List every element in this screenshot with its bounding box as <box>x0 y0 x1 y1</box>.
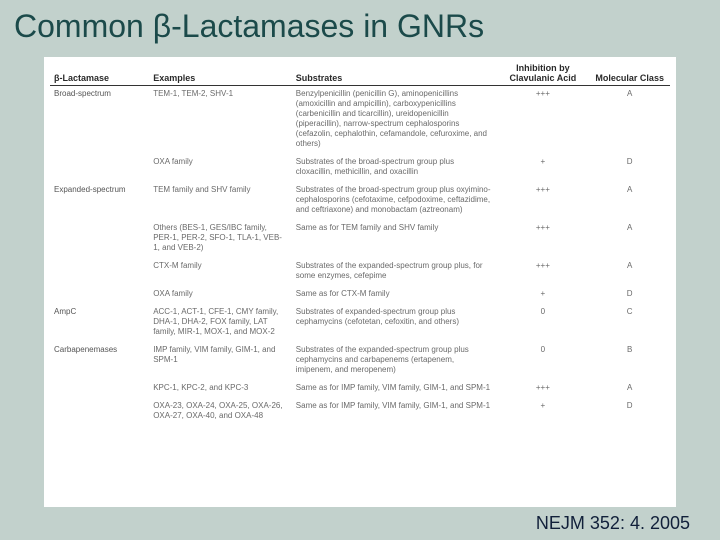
cell-inhibition: + <box>496 154 589 182</box>
table-row: Broad-spectrum TEM-1, TEM-2, SHV-1 Benzy… <box>50 86 670 155</box>
slide: Common β-Lactamases in GNRs β-Lactamase … <box>0 0 720 540</box>
col-header-lactamase: β-Lactamase <box>50 61 149 86</box>
cell-inhibition: +++ <box>496 380 589 398</box>
cell-inhibition: +++ <box>496 182 589 220</box>
cell-substrates: Same as for TEM family and SHV family <box>292 220 497 258</box>
cell-substrates: Same as for IMP family, VIM family, GIM-… <box>292 398 497 426</box>
cell-examples: IMP family, VIM family, GIM-1, and SPM-1 <box>149 342 292 380</box>
cell-class: D <box>589 286 670 304</box>
cell-substrates: Substrates of the expanded-spectrum grou… <box>292 342 497 380</box>
cell-category: Expanded-spectrum <box>50 182 149 220</box>
table-container: β-Lactamase Examples Substrates Inhibiti… <box>44 57 676 507</box>
table-row: KPC-1, KPC-2, and KPC-3 Same as for IMP … <box>50 380 670 398</box>
cell-substrates: Benzylpenicillin (penicillin G), aminope… <box>292 86 497 155</box>
cell-inhibition: +++ <box>496 258 589 286</box>
cell-class: A <box>589 258 670 286</box>
cell-examples: ACC-1, ACT-1, CFE-1, CMY family, DHA-1, … <box>149 304 292 342</box>
col-header-examples: Examples <box>149 61 292 86</box>
lactamase-table: β-Lactamase Examples Substrates Inhibiti… <box>50 61 670 426</box>
source-citation: NEJM 352: 4. 2005 <box>536 513 690 534</box>
cell-class: C <box>589 304 670 342</box>
cell-class: D <box>589 154 670 182</box>
cell-category <box>50 220 149 258</box>
table-row: OXA family Substrates of the broad-spect… <box>50 154 670 182</box>
cell-substrates: Substrates of the broad-spectrum group p… <box>292 182 497 220</box>
cell-examples: TEM family and SHV family <box>149 182 292 220</box>
cell-examples: TEM-1, TEM-2, SHV-1 <box>149 86 292 155</box>
cell-inhibition: +++ <box>496 86 589 155</box>
cell-inhibition: + <box>496 398 589 426</box>
cell-examples: OXA family <box>149 286 292 304</box>
table-header-row: β-Lactamase Examples Substrates Inhibiti… <box>50 61 670 86</box>
col-header-class: Molecular Class <box>589 61 670 86</box>
cell-class: A <box>589 86 670 155</box>
cell-examples: OXA-23, OXA-24, OXA-25, OXA-26, OXA-27, … <box>149 398 292 426</box>
cell-inhibition: + <box>496 286 589 304</box>
cell-class: A <box>589 380 670 398</box>
cell-category: Broad-spectrum <box>50 86 149 155</box>
table-row: CTX-M family Substrates of the expanded-… <box>50 258 670 286</box>
cell-substrates: Same as for IMP family, VIM family, GIM-… <box>292 380 497 398</box>
cell-substrates: Same as for CTX-M family <box>292 286 497 304</box>
table-row: Others (BES-1, GES/IBC family, PER-1, PE… <box>50 220 670 258</box>
table-row: AmpC ACC-1, ACT-1, CFE-1, CMY family, DH… <box>50 304 670 342</box>
cell-examples: CTX-M family <box>149 258 292 286</box>
cell-class: D <box>589 398 670 426</box>
cell-category <box>50 398 149 426</box>
table-row: OXA family Same as for CTX-M family + D <box>50 286 670 304</box>
table-row: Carbapenemases IMP family, VIM family, G… <box>50 342 670 380</box>
cell-category <box>50 380 149 398</box>
cell-category: Carbapenemases <box>50 342 149 380</box>
page-title: Common β-Lactamases in GNRs <box>0 0 720 51</box>
col-header-inhibition: Inhibition by Clavulanic Acid <box>496 61 589 86</box>
cell-category <box>50 258 149 286</box>
table-row: Expanded-spectrum TEM family and SHV fam… <box>50 182 670 220</box>
cell-substrates: Substrates of expanded-spectrum group pl… <box>292 304 497 342</box>
cell-inhibition: 0 <box>496 342 589 380</box>
cell-substrates: Substrates of the expanded-spectrum grou… <box>292 258 497 286</box>
cell-class: A <box>589 220 670 258</box>
cell-category <box>50 286 149 304</box>
cell-substrates: Substrates of the broad-spectrum group p… <box>292 154 497 182</box>
cell-category <box>50 154 149 182</box>
col-header-substrates: Substrates <box>292 61 497 86</box>
table-row: OXA-23, OXA-24, OXA-25, OXA-26, OXA-27, … <box>50 398 670 426</box>
cell-category: AmpC <box>50 304 149 342</box>
cell-examples: Others (BES-1, GES/IBC family, PER-1, PE… <box>149 220 292 258</box>
cell-examples: KPC-1, KPC-2, and KPC-3 <box>149 380 292 398</box>
cell-examples: OXA family <box>149 154 292 182</box>
table-body: Broad-spectrum TEM-1, TEM-2, SHV-1 Benzy… <box>50 86 670 427</box>
cell-inhibition: +++ <box>496 220 589 258</box>
cell-class: A <box>589 182 670 220</box>
cell-inhibition: 0 <box>496 304 589 342</box>
cell-class: B <box>589 342 670 380</box>
